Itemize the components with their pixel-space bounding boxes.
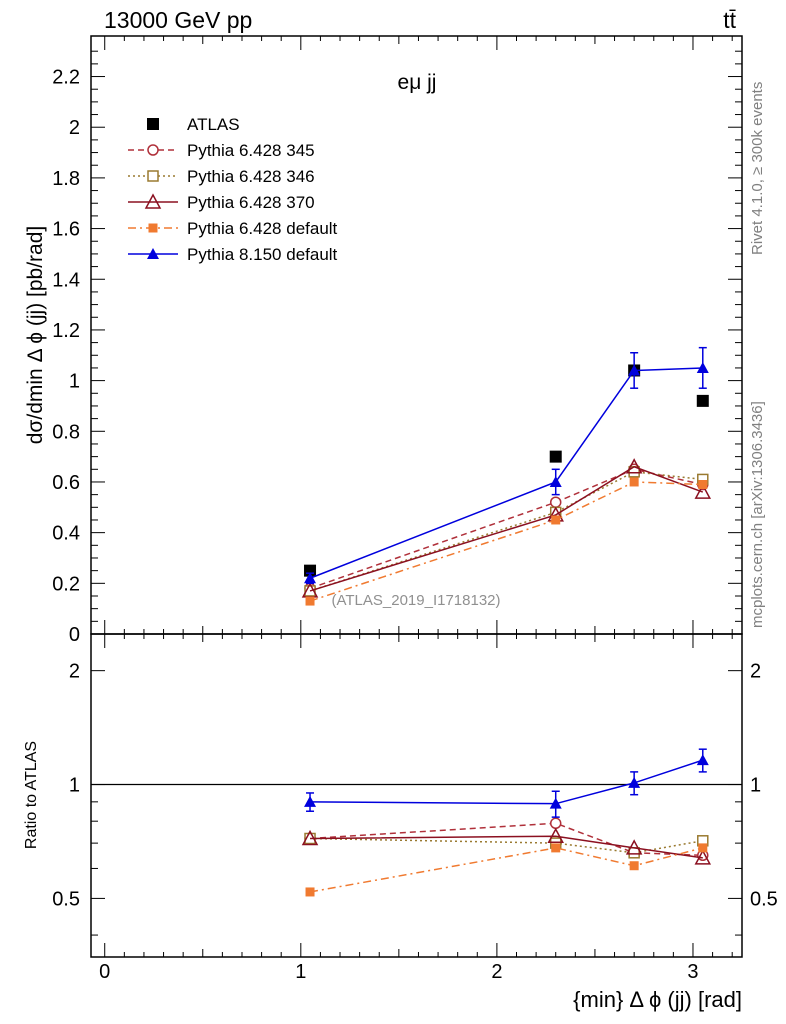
legend-label: Pythia 6.428 default bbox=[187, 219, 338, 238]
mcplots-label: mcplots.cern.ch [arXiv:1306.3436] bbox=[749, 401, 766, 628]
main-data-point bbox=[629, 477, 639, 487]
main-series-line bbox=[309, 465, 704, 592]
ratio-y-axis-label: Ratio to ATLAS bbox=[23, 741, 40, 849]
legend-marker bbox=[147, 248, 159, 259]
ratio-plot-frame bbox=[90, 633, 743, 958]
legend-label: Pythia 8.150 default bbox=[187, 245, 338, 264]
ratio-data-point bbox=[305, 887, 315, 897]
main-plot-panel: eμ jj dσ/dmin Δ ϕ (jj) [pb/rad] (ATLAS_2… bbox=[24, 35, 743, 646]
ratio-plot-panel: Ratio to ATLAS 0.5 0.5 1 1 2 2 bbox=[23, 633, 778, 958]
main-data-point bbox=[625, 458, 643, 474]
ratio-y-tick-label-right: 2 bbox=[750, 661, 761, 683]
ratio-data-point bbox=[549, 797, 562, 809]
legend-label: Pythia 6.428 346 bbox=[187, 167, 315, 186]
main-data-point bbox=[694, 483, 712, 499]
ratio-data-point bbox=[628, 776, 641, 788]
main-data-point bbox=[696, 361, 709, 373]
legend-marker bbox=[147, 144, 159, 156]
ratio-data-point bbox=[628, 847, 640, 859]
ratio-y-tick-label-right: 0.5 bbox=[750, 888, 778, 910]
legend-entry: Pythia 6.428 346 bbox=[128, 167, 315, 186]
ratio-data-point bbox=[625, 839, 643, 855]
main-series-line bbox=[309, 367, 703, 579]
legend-marker bbox=[148, 223, 158, 233]
x-axis-label: {min} Δ ϕ (jj) [rad] bbox=[573, 987, 742, 1012]
main-series-line bbox=[309, 468, 703, 590]
plot-title: eμ jj bbox=[398, 71, 437, 94]
ratio-y-tick-label-right: 1 bbox=[750, 775, 761, 797]
ratio-data-point bbox=[304, 795, 317, 807]
main-data-point bbox=[549, 450, 562, 463]
ratio-data-point bbox=[698, 843, 708, 853]
ratio-series-line bbox=[310, 837, 703, 854]
x-tick-label: 3 bbox=[687, 961, 698, 983]
ratio-data-point bbox=[551, 843, 561, 853]
ratio-data-point bbox=[696, 754, 709, 766]
main-data-point bbox=[305, 596, 315, 606]
y-tick-label: 2.2 bbox=[52, 67, 80, 89]
y-tick-label: 1.6 bbox=[52, 219, 80, 241]
main-data-point bbox=[551, 515, 561, 525]
ratio-series-line bbox=[309, 847, 703, 893]
legend-label: ATLAS bbox=[187, 115, 240, 134]
y-tick-label: 0.2 bbox=[52, 573, 80, 595]
analysis-watermark: (ATLAS_2019_I1718132) bbox=[331, 592, 500, 609]
ratio-data-point bbox=[549, 817, 562, 830]
ratio-data-point bbox=[629, 861, 639, 871]
main-data-point bbox=[549, 475, 562, 487]
x-tick-label: 1 bbox=[295, 961, 306, 983]
main-data-point bbox=[549, 496, 562, 508]
ratio-data-point bbox=[694, 849, 712, 865]
y-tick-label: 0 bbox=[69, 624, 80, 646]
main-series-line bbox=[309, 481, 703, 602]
main-y-axis-label: dσ/dmin Δ ϕ (jj) [pb/rad] bbox=[24, 226, 47, 445]
header-energy-label: 13000 GeV pp bbox=[104, 7, 252, 33]
legend-marker bbox=[147, 170, 159, 182]
header-process-label: tt̄ bbox=[723, 7, 736, 33]
rivet-version-label: Rivet 4.1.0, ≥ 300k events bbox=[749, 82, 766, 255]
y-tick-label: 0.6 bbox=[52, 472, 80, 494]
ratio-y-tick-label-left: 2 bbox=[69, 661, 80, 683]
ratio-series-line bbox=[310, 835, 703, 859]
legend-entry: Pythia 6.428 370 bbox=[128, 193, 315, 212]
legend-entry: Pythia 8.150 default bbox=[128, 245, 338, 264]
ratio-data-point bbox=[547, 827, 564, 843]
legend-marker bbox=[147, 118, 159, 130]
legend-entry: Pythia 6.428 default bbox=[128, 219, 338, 238]
legend-entry: Pythia 6.428 345 bbox=[128, 141, 315, 160]
legend-marker bbox=[144, 193, 162, 209]
ratio-y-tick-label-left: 0.5 bbox=[52, 888, 80, 910]
legend-label: Pythia 6.428 345 bbox=[187, 141, 315, 160]
main-data-point bbox=[696, 394, 709, 407]
y-tick-label: 1.4 bbox=[52, 269, 80, 291]
y-tick-label: 0.8 bbox=[52, 421, 80, 443]
x-tick-label: 2 bbox=[491, 961, 502, 983]
y-tick-label: 1 bbox=[69, 371, 80, 393]
main-data-point bbox=[628, 364, 641, 376]
main-data-point bbox=[698, 480, 708, 489]
ratio-series-line bbox=[310, 759, 704, 805]
x-tick-label: 0 bbox=[99, 961, 110, 983]
y-tick-label: 2 bbox=[69, 117, 80, 139]
y-tick-label: 1.8 bbox=[52, 168, 80, 190]
y-tick-label: 0.4 bbox=[52, 523, 80, 545]
ratio-data-point bbox=[301, 829, 319, 846]
main-data-point bbox=[304, 572, 317, 584]
main-series-line bbox=[309, 471, 703, 592]
y-tick-label: 1.2 bbox=[52, 320, 80, 342]
ratio-series-line bbox=[309, 822, 703, 857]
legend-label: Pythia 6.428 370 bbox=[187, 193, 315, 212]
legend-entry: ATLAS bbox=[147, 115, 240, 134]
ratio-y-tick-label-left: 1 bbox=[69, 775, 80, 797]
